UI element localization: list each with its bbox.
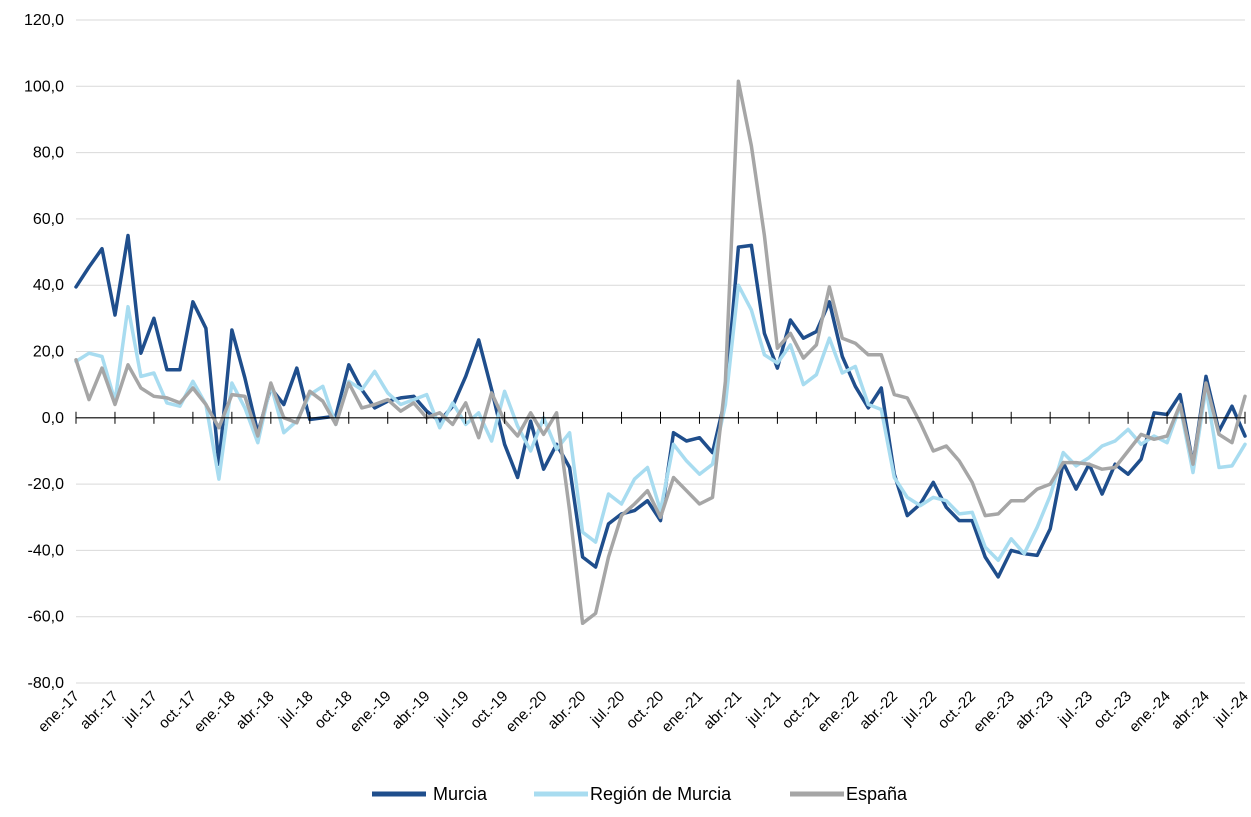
x-tick-label: jul.-24 — [1210, 688, 1251, 730]
y-tick-label: 120,0 — [24, 12, 64, 29]
y-tick-label: 100,0 — [24, 78, 64, 95]
y-tick-label: 60,0 — [33, 211, 64, 228]
y-tick-label: 80,0 — [33, 145, 64, 162]
x-tick-label: ene.-17 — [35, 688, 83, 736]
x-axis — [75, 411, 1246, 424]
x-tick-label: jul.-18 — [275, 688, 317, 730]
x-tick-label: ene.-20 — [502, 688, 550, 736]
y-tick-label: -40,0 — [28, 542, 65, 559]
series-lines — [74, 79, 1247, 626]
x-tick-label: jul.-23 — [1054, 688, 1096, 730]
x-tick-label: abr.-24 — [1168, 688, 1213, 733]
y-tick-label: 40,0 — [33, 277, 64, 294]
series-line-espa-a — [74, 79, 1247, 626]
y-tick-label: 20,0 — [33, 344, 64, 361]
x-tick-label: jul.-19 — [431, 688, 473, 730]
gridlines — [76, 19, 1245, 684]
x-tick-label: jul.-17 — [119, 688, 161, 730]
x-tick-label: abr.-23 — [1012, 688, 1057, 733]
x-tick-label: ene.-21 — [658, 688, 706, 736]
legend-label: Región de Murcia — [590, 784, 732, 804]
x-tick-label: jul.-20 — [587, 688, 629, 730]
x-tick-label: abr.-19 — [388, 688, 433, 733]
x-tick-label: abr.-17 — [77, 688, 122, 733]
x-tick-label: ene.-23 — [970, 688, 1018, 736]
y-tick-label: 0,0 — [42, 410, 64, 427]
series-line-murcia — [74, 233, 1247, 579]
x-tick-label: abr.-21 — [700, 688, 745, 733]
x-tick-label: ene.-24 — [1126, 688, 1174, 736]
y-tick-label: -60,0 — [28, 609, 65, 626]
x-tick-label: abr.-20 — [544, 688, 589, 733]
y-tick-label: -20,0 — [28, 476, 65, 493]
legend-label: España — [846, 784, 908, 804]
x-tick-label: ene.-18 — [191, 688, 239, 736]
x-tick-label: ene.-22 — [814, 688, 862, 736]
x-tick-label: jul.-21 — [743, 688, 785, 730]
x-tick-label: abr.-22 — [856, 688, 901, 733]
legend: Murcia Región de Murcia España — [372, 784, 908, 804]
x-tick-label: ene.-19 — [347, 688, 395, 736]
y-axis-ticks: -80,0 -60,0 -40,0 -20,0 0,0 20,0 40,0 60,0 80,0 1… — [24, 12, 64, 692]
y-tick-label: -80,0 — [28, 675, 65, 692]
x-tick-label: abr.-18 — [233, 688, 278, 733]
x-tick-label: jul.-22 — [898, 688, 940, 730]
x-axis-tick-labels: ene.-17abr.-17jul.-17oct.-17ene.-18abr.-… — [35, 688, 1251, 736]
legend-label: Murcia — [433, 784, 488, 804]
